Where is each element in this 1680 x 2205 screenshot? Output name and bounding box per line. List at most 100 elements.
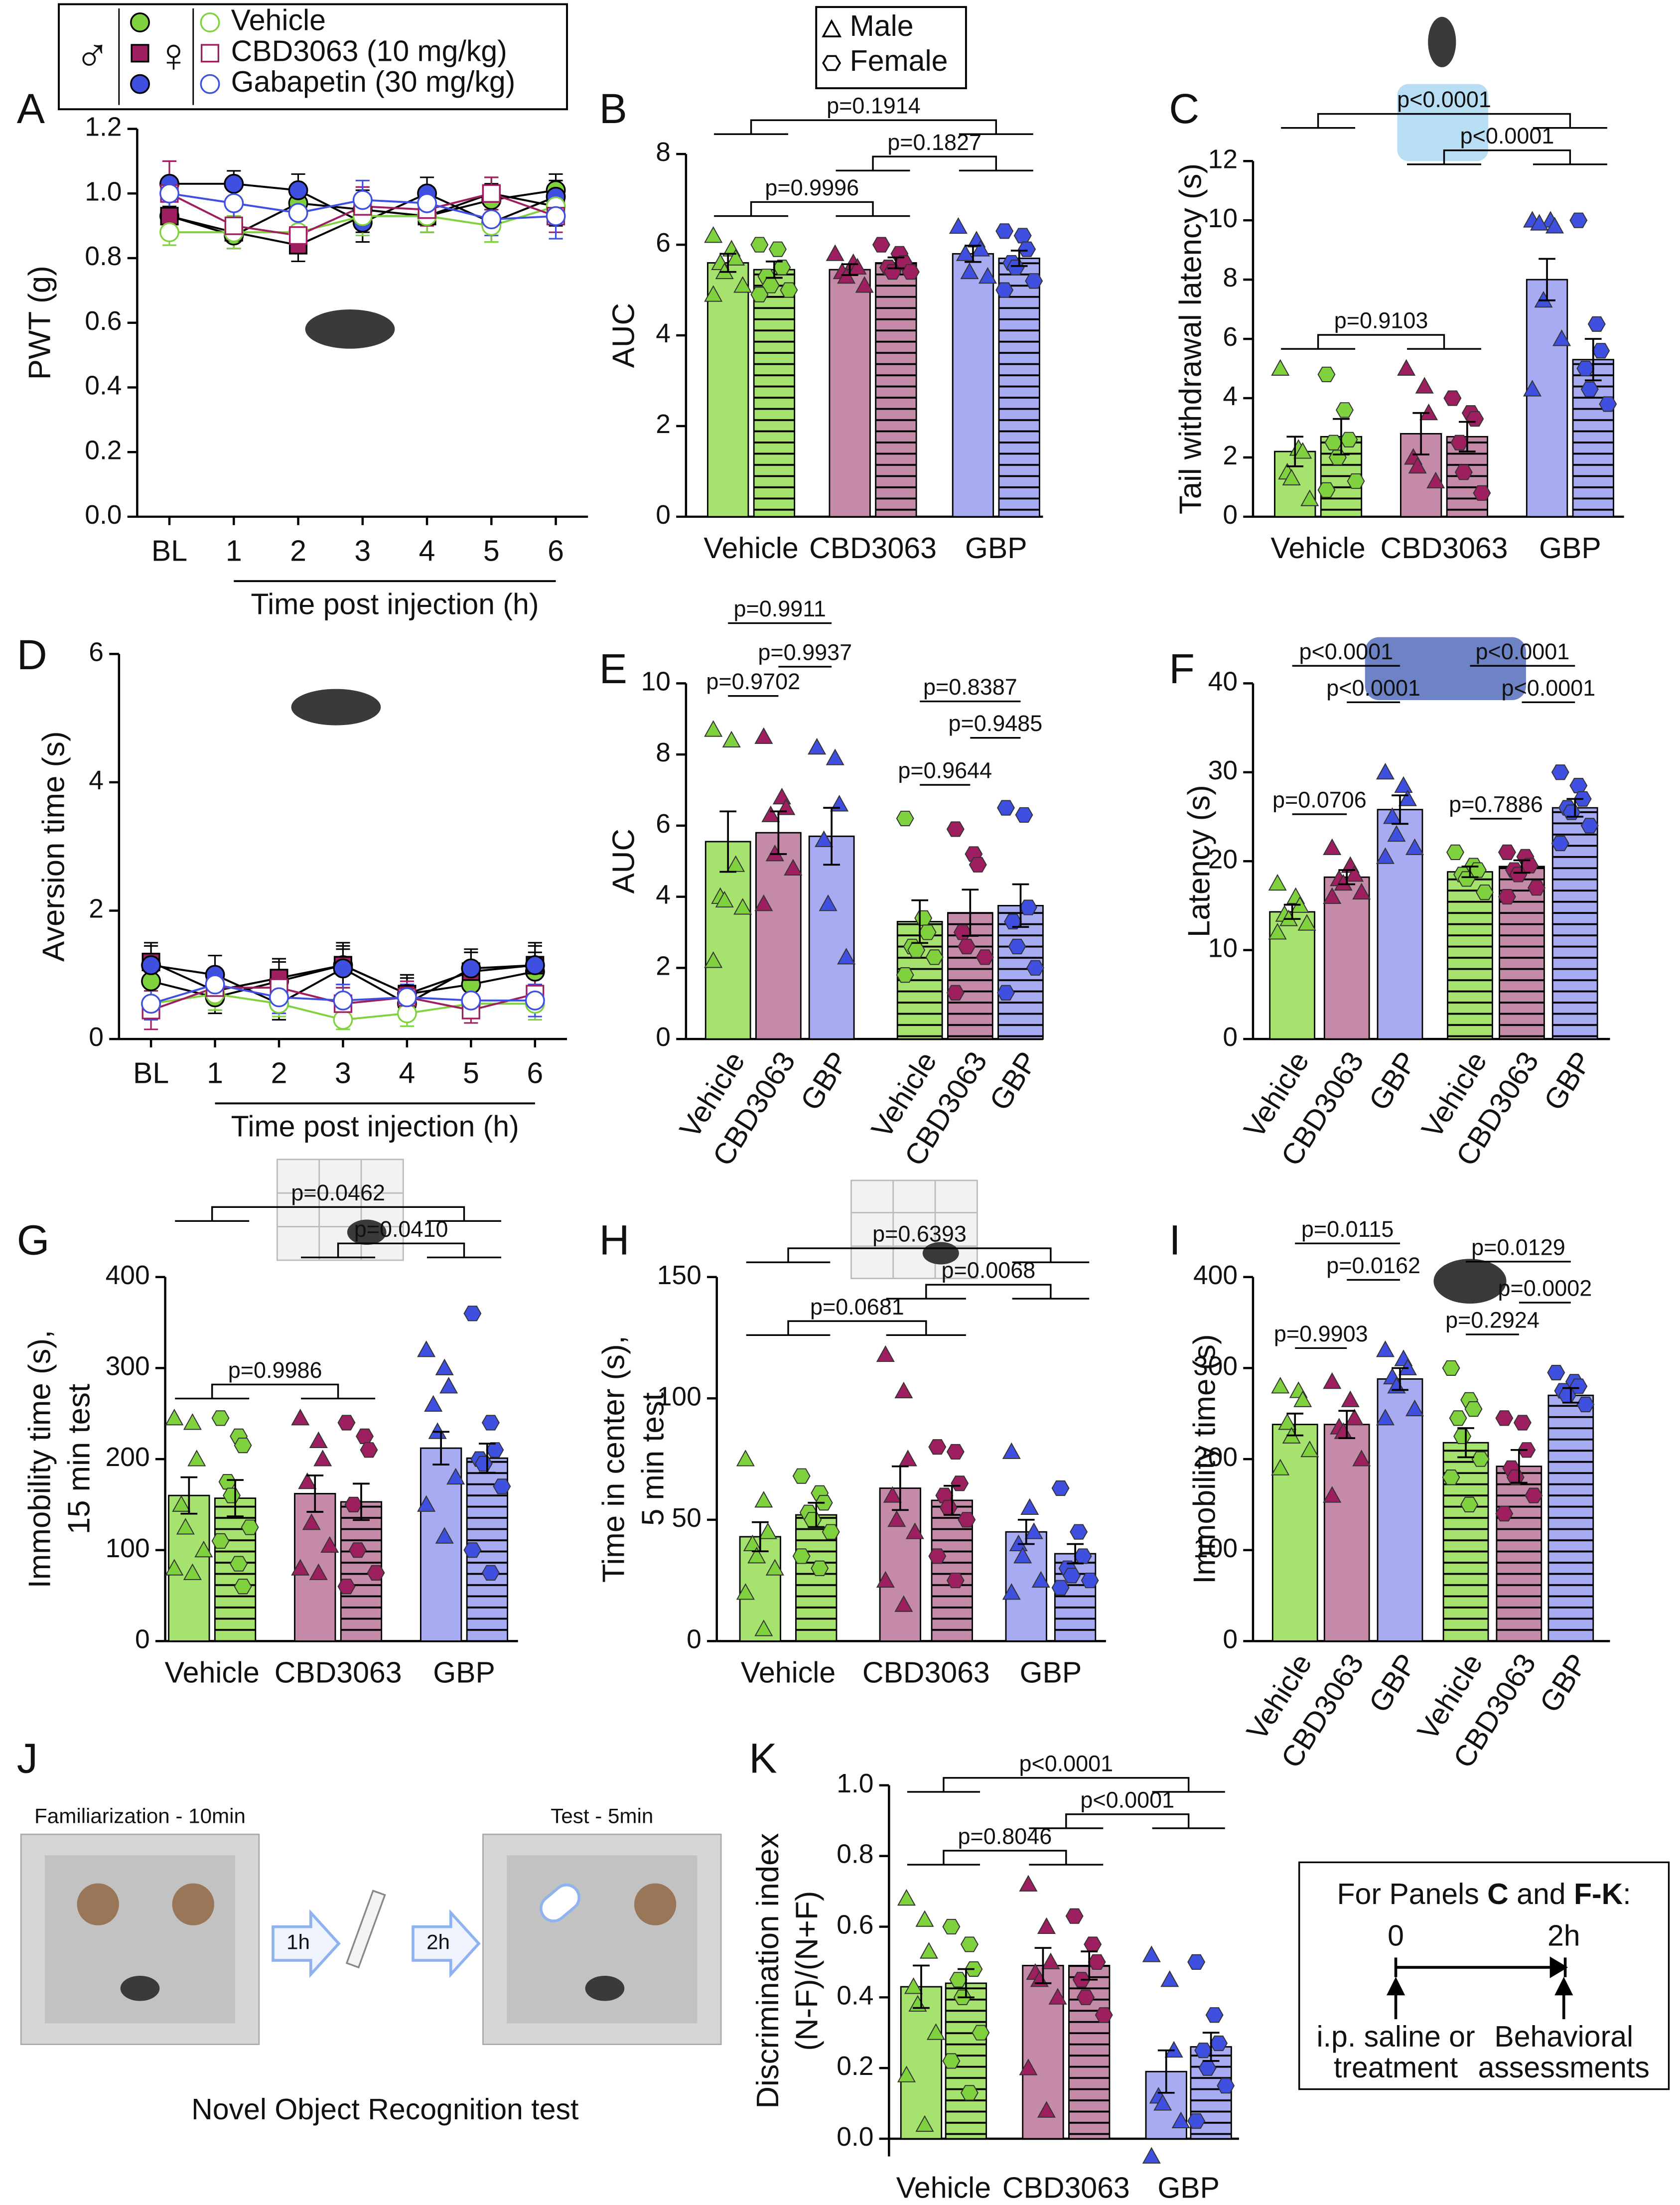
data-point <box>224 173 244 194</box>
data-point <box>1453 1428 1472 1444</box>
error-bar <box>719 810 737 873</box>
data-point <box>956 244 975 261</box>
data-point <box>172 1495 191 1512</box>
data-point <box>1405 1399 1424 1417</box>
data-point <box>1063 1568 1081 1584</box>
data-point <box>183 1413 202 1430</box>
y-axis-label: PWT (g) <box>23 266 57 380</box>
p-value-label: p=0.1914 <box>827 93 921 119</box>
p-value-label: p<0.0001 <box>1326 675 1420 701</box>
data-point <box>1160 1970 1179 1987</box>
data-point <box>417 1495 436 1512</box>
error-bar <box>887 256 905 270</box>
data-point <box>1268 874 1287 891</box>
data-point <box>1345 1408 1364 1426</box>
y-axis-label: 5 min test <box>636 1392 670 1526</box>
y-tick-label: 1.0 <box>85 177 122 206</box>
data-point <box>309 1563 328 1580</box>
legend-marker <box>200 44 220 63</box>
x-tick-label: BL <box>133 1057 169 1090</box>
y-tick-label: 30 <box>1208 756 1238 785</box>
data-point <box>1523 380 1542 397</box>
data-point <box>333 1010 353 1030</box>
comparison-bracket <box>175 1383 376 1400</box>
x-tick-label: Vehicle <box>1270 532 1365 565</box>
data-point <box>1495 1410 1514 1426</box>
data-point <box>223 1487 241 1503</box>
data-point <box>907 942 926 958</box>
legend-label: Gabapetin (30 mg/kg) <box>231 65 516 98</box>
data-point <box>165 1408 184 1426</box>
y-tick-label: 300 <box>1193 1352 1238 1381</box>
data-point <box>1405 838 1424 855</box>
x-tick-label: GBP <box>1363 1046 1423 1116</box>
data-point <box>1074 1548 1092 1564</box>
data-point <box>1352 882 1371 900</box>
bar <box>753 269 796 518</box>
data-point <box>1323 887 1342 904</box>
data-point <box>897 2065 916 2082</box>
data-point <box>1387 825 1406 842</box>
data-point <box>1530 214 1549 231</box>
data-point <box>397 987 417 1008</box>
p-value-label: p=0.1827 <box>887 130 981 155</box>
error-bar <box>1286 436 1304 467</box>
comparison-bracket <box>1029 1813 1225 1829</box>
data-point <box>1018 241 1036 257</box>
data-point <box>883 1486 902 1503</box>
error-bar <box>1338 869 1356 885</box>
p-value-label: p=0.9702 <box>706 669 800 694</box>
x-tick-label: 2 <box>290 535 306 568</box>
data-point <box>925 949 944 965</box>
error-bar <box>1392 1367 1408 1391</box>
p-value-label: p=0.8046 <box>958 1824 1052 1849</box>
y-tick-label: 20 <box>1208 845 1238 874</box>
y-tick-label: 2 <box>1223 441 1238 470</box>
y-axis-label: Discrimination index <box>751 1833 785 2108</box>
y-tick-label: 0 <box>1223 1023 1238 1052</box>
error-bar <box>1067 1543 1084 1565</box>
x-tick-label: CBD3063 <box>1381 532 1508 565</box>
x-tick-label: CBD3063 <box>809 532 937 565</box>
y-tick-label: 100 <box>1193 1534 1238 1563</box>
y-tick-label: 0 <box>1223 1624 1238 1654</box>
data-point <box>1271 1377 1290 1394</box>
comparison-bracket <box>1281 113 1607 129</box>
p-value-label: p=0.2924 <box>1445 1308 1540 1333</box>
bar <box>998 257 1040 518</box>
data-point <box>1198 2060 1217 2076</box>
y-tick-label: 400 <box>106 1261 150 1290</box>
data-point <box>1551 835 1569 852</box>
data-point <box>1297 914 1316 931</box>
data-point <box>417 1340 436 1357</box>
data-point <box>291 1559 310 1576</box>
x-tick-label: 5 <box>483 535 500 568</box>
data-point <box>1569 1378 1588 1394</box>
data-point <box>1084 1936 1102 1952</box>
comparison-bracket <box>714 201 910 217</box>
data-point <box>946 985 965 1001</box>
y-tick-label: 2 <box>89 894 104 924</box>
arena <box>20 1833 722 2046</box>
panel-letter: K <box>749 1735 777 1781</box>
data-point <box>960 1936 979 1952</box>
data-point <box>1569 777 1588 794</box>
y-tick-label: 0 <box>656 1023 671 1052</box>
p-value-label: p=0.9485 <box>949 711 1043 736</box>
data-point <box>792 1548 811 1564</box>
data-point <box>1341 1390 1360 1407</box>
x-tick-label: GBP <box>1020 1656 1082 1689</box>
arrow <box>272 1890 481 1978</box>
y-tick-label: 50 <box>672 1503 701 1533</box>
comparison-bracket <box>714 119 1033 135</box>
event-label: assessments <box>1478 2051 1650 2084</box>
data-point <box>482 184 501 203</box>
x-axis-label: Time post injection (h) <box>251 588 539 620</box>
event-label: i.p. saline or <box>1317 2020 1475 2053</box>
data-point <box>1065 1908 1084 1924</box>
y-tick-label: 1.2 <box>85 113 122 142</box>
data-point <box>1513 1415 1532 1431</box>
data-point <box>736 1583 755 1600</box>
y-tick-label: 0.2 <box>85 436 122 465</box>
data-point <box>481 1415 500 1431</box>
